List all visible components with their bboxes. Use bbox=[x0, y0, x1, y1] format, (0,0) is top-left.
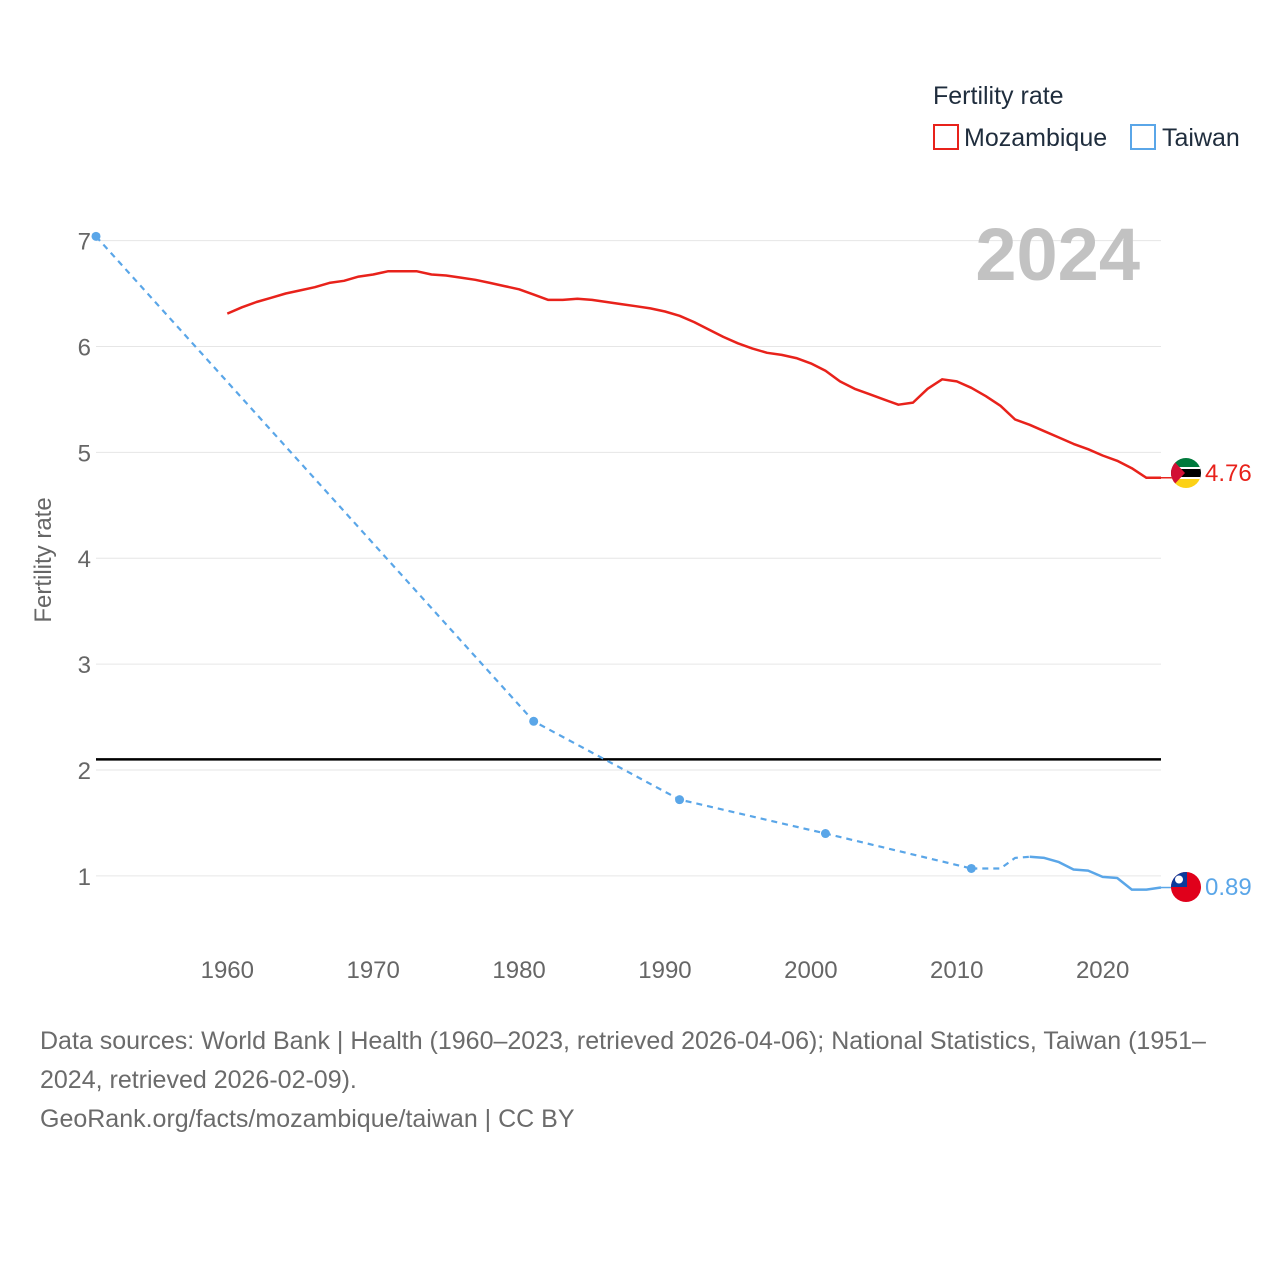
point-taiwan-1951 bbox=[91, 231, 101, 241]
x-tick-1980: 1980 bbox=[492, 957, 545, 984]
chart-footer: Data sources: World Bank | Health (1960–… bbox=[40, 1022, 1250, 1139]
x-tick-labels: 1960 1970 1980 1990 2000 2010 2020 bbox=[201, 957, 1130, 984]
series-line-taiwan bbox=[1029, 855, 1162, 891]
y-tick-1: 1 bbox=[78, 864, 91, 891]
x-tick-2020: 2020 bbox=[1076, 957, 1129, 984]
x-tick-2010: 2010 bbox=[930, 957, 983, 984]
credit-link[interactable]: GeoRank.org/facts/mozambique/taiwan | CC… bbox=[40, 1105, 575, 1133]
end-label-taiwan: 0.89 bbox=[1205, 874, 1252, 901]
y-tick-2: 2 bbox=[78, 758, 91, 785]
legend-label-taiwan: Taiwan bbox=[1162, 124, 1240, 152]
y-tick-6: 6 bbox=[78, 334, 91, 361]
y-tick-5: 5 bbox=[78, 440, 91, 467]
point-taiwan-2001 bbox=[820, 829, 830, 839]
series-line-taiwan-dashed bbox=[95, 235, 972, 870]
point-taiwan-2011 bbox=[966, 863, 976, 873]
legend-title: Fertility rate bbox=[933, 82, 1064, 110]
end-label-mozambique: 4.76 bbox=[1205, 460, 1252, 487]
series-layer bbox=[91, 231, 1172, 891]
legend-label-mozambique: Mozambique bbox=[964, 124, 1107, 152]
x-tick-1960: 1960 bbox=[201, 957, 254, 984]
gridlines bbox=[96, 240, 1161, 877]
year-watermark: 2024 bbox=[975, 213, 1140, 296]
legend-item-taiwan[interactable]: Taiwan bbox=[1130, 124, 1240, 152]
point-taiwan-1991 bbox=[675, 795, 685, 805]
y-tick-3: 3 bbox=[78, 652, 91, 679]
series-line-mozambique bbox=[226, 270, 1161, 480]
legend-swatch-mozambique bbox=[933, 124, 959, 150]
legend-swatch-taiwan bbox=[1130, 124, 1156, 150]
y-tick-4: 4 bbox=[78, 546, 91, 573]
x-tick-2000: 2000 bbox=[784, 957, 837, 984]
x-tick-1990: 1990 bbox=[638, 957, 691, 984]
legend-item-mozambique[interactable]: Mozambique bbox=[933, 124, 1107, 152]
y-tick-7: 7 bbox=[78, 229, 91, 256]
fertility-chart: Fertility rate Mozambique Taiwan Fertili… bbox=[30, 82, 1252, 984]
y-tick-labels: 1 2 3 4 5 6 7 bbox=[78, 229, 91, 891]
series-line-taiwan-dashed-recent bbox=[971, 855, 1030, 870]
taiwan-flag bbox=[1171, 872, 1201, 902]
point-taiwan-1981 bbox=[529, 716, 539, 726]
data-sources: Data sources: World Bank | Health (1960–… bbox=[40, 1027, 1206, 1094]
y-axis-label: Fertility rate bbox=[30, 497, 57, 622]
x-tick-1970: 1970 bbox=[346, 957, 399, 984]
mozambique-flag bbox=[1171, 458, 1201, 488]
